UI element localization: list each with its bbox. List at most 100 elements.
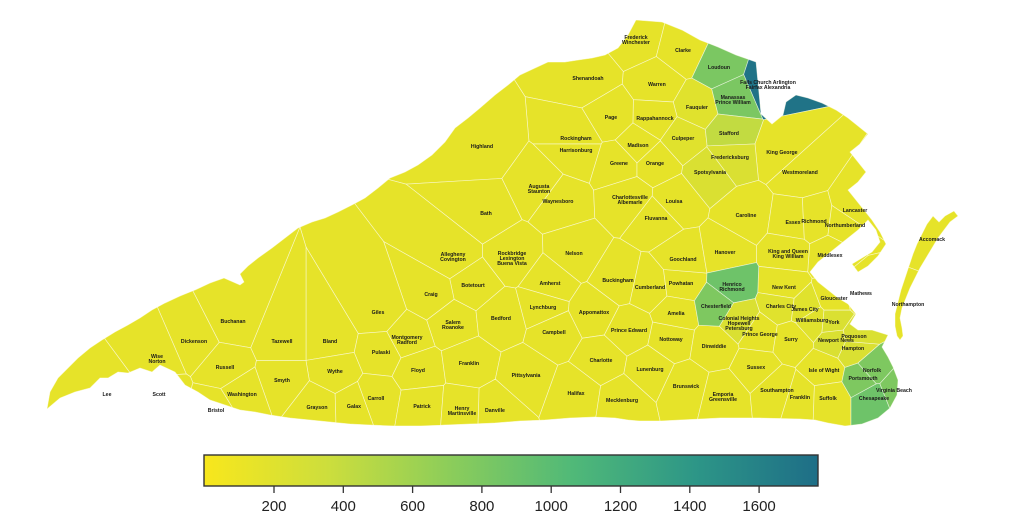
svg-text:Dickenson: Dickenson bbox=[181, 339, 207, 345]
svg-text:Chesapeake: Chesapeake bbox=[859, 396, 889, 402]
svg-text:Buckingham: Buckingham bbox=[602, 278, 634, 284]
svg-text:Craig: Craig bbox=[424, 292, 437, 298]
svg-text:James City: James City bbox=[791, 307, 819, 313]
svg-text:Lynchburg: Lynchburg bbox=[530, 305, 557, 311]
svg-text:Northampton: Northampton bbox=[892, 302, 925, 308]
svg-text:Warren: Warren bbox=[648, 82, 666, 88]
svg-text:Amelia: Amelia bbox=[667, 311, 684, 317]
svg-text:Waynesboro: Waynesboro bbox=[543, 199, 574, 205]
svg-text:Washington: Washington bbox=[227, 392, 257, 398]
svg-text:Giles: Giles bbox=[372, 310, 385, 316]
svg-text:Suffolk: Suffolk bbox=[819, 396, 837, 402]
svg-text:Chesterfield: Chesterfield bbox=[701, 304, 731, 310]
svg-text:Nottoway: Nottoway bbox=[659, 337, 682, 343]
svg-text:Gloucester: Gloucester bbox=[820, 296, 847, 302]
svg-text:Pittsylvania: Pittsylvania bbox=[512, 373, 541, 379]
svg-text:Stafford: Stafford bbox=[719, 131, 739, 137]
svg-text:Scott: Scott bbox=[153, 392, 166, 398]
svg-text:Shenandoah: Shenandoah bbox=[572, 76, 603, 82]
svg-text:Mathews: Mathews bbox=[850, 291, 872, 297]
svg-text:Northumberland: Northumberland bbox=[825, 223, 865, 229]
svg-text:Lee: Lee bbox=[103, 392, 112, 398]
svg-text:Amherst: Amherst bbox=[539, 281, 560, 287]
svg-text:Virginia Beach: Virginia Beach bbox=[876, 388, 912, 394]
svg-text:Cumberland: Cumberland bbox=[635, 285, 665, 291]
svg-text:1400: 1400 bbox=[673, 498, 706, 514]
svg-text:Portsmouth: Portsmouth bbox=[848, 376, 877, 382]
svg-text:Botetourt: Botetourt bbox=[461, 283, 485, 289]
svg-text:Carroll: Carroll bbox=[368, 396, 385, 402]
svg-text:Franklin: Franklin bbox=[790, 395, 810, 401]
svg-text:Wythe: Wythe bbox=[327, 369, 343, 375]
svg-text:Norfolk: Norfolk bbox=[863, 368, 881, 374]
svg-text:Bath: Bath bbox=[480, 211, 492, 217]
svg-text:Buchanan: Buchanan bbox=[220, 319, 245, 325]
svg-text:York: York bbox=[828, 320, 839, 326]
svg-text:Poquoson: Poquoson bbox=[841, 334, 866, 340]
svg-text:Bland: Bland bbox=[323, 339, 337, 345]
svg-text:Danville: Danville bbox=[485, 408, 505, 414]
svg-text:Orange: Orange bbox=[646, 161, 664, 167]
svg-text:200: 200 bbox=[261, 498, 286, 514]
svg-text:Southampton: Southampton bbox=[760, 388, 793, 394]
svg-text:Loudoun: Loudoun bbox=[708, 65, 730, 71]
svg-text:King George: King George bbox=[766, 150, 797, 156]
svg-text:Galax: Galax bbox=[347, 404, 361, 410]
svg-text:Smyth: Smyth bbox=[274, 378, 290, 384]
svg-text:Madison: Madison bbox=[627, 143, 648, 149]
svg-text:Fauquier: Fauquier bbox=[686, 105, 708, 111]
svg-text:AugustaStaunton: Augusta Staunton bbox=[528, 184, 550, 195]
svg-text:Appomattox: Appomattox bbox=[579, 310, 609, 316]
svg-text:Page: Page bbox=[605, 115, 618, 121]
svg-text:Pulaski: Pulaski bbox=[372, 350, 391, 356]
svg-text:Middlesex: Middlesex bbox=[817, 253, 842, 259]
svg-text:Surry: Surry bbox=[784, 337, 798, 343]
svg-text:1200: 1200 bbox=[604, 498, 637, 514]
svg-text:Bristol: Bristol bbox=[208, 408, 225, 414]
svg-text:Rappahannock: Rappahannock bbox=[636, 116, 673, 122]
svg-text:Nelson: Nelson bbox=[565, 251, 582, 257]
svg-text:Mecklenburg: Mecklenburg bbox=[606, 398, 638, 404]
svg-text:Russell: Russell bbox=[216, 365, 235, 371]
svg-text:Fluvanna: Fluvanna bbox=[645, 216, 668, 222]
svg-text:Floyd: Floyd bbox=[411, 368, 425, 374]
svg-text:Franklin: Franklin bbox=[459, 361, 479, 367]
svg-text:Campbell: Campbell bbox=[542, 330, 566, 336]
svg-text:Powhatan: Powhatan bbox=[669, 281, 694, 287]
svg-text:Charlotte: Charlotte bbox=[590, 358, 613, 364]
svg-text:Prince Edward: Prince Edward bbox=[611, 328, 647, 334]
svg-text:Bedford: Bedford bbox=[491, 316, 511, 322]
svg-text:Brunswick: Brunswick bbox=[673, 384, 699, 390]
svg-text:New Kent: New Kent bbox=[772, 285, 796, 291]
svg-text:Williamsburg: Williamsburg bbox=[796, 318, 829, 324]
svg-text:Louisa: Louisa bbox=[666, 199, 683, 205]
svg-text:Culpeper: Culpeper bbox=[672, 136, 694, 142]
svg-text:Tazewell: Tazewell bbox=[272, 339, 294, 345]
svg-text:Westmoreland: Westmoreland bbox=[782, 170, 818, 176]
svg-text:Accomack: Accomack bbox=[919, 237, 945, 243]
svg-text:Caroline: Caroline bbox=[736, 213, 757, 219]
svg-text:Prince George: Prince George bbox=[742, 332, 778, 338]
svg-text:Isle of Wight: Isle of Wight bbox=[809, 368, 840, 374]
svg-text:Halifax: Halifax bbox=[567, 391, 584, 397]
svg-text:800: 800 bbox=[469, 498, 494, 514]
svg-text:Highland: Highland bbox=[471, 144, 493, 150]
svg-text:400: 400 bbox=[331, 498, 356, 514]
svg-text:Clarke: Clarke bbox=[675, 48, 691, 54]
svg-text:Hanover: Hanover bbox=[715, 250, 736, 256]
svg-text:Hampton: Hampton bbox=[842, 346, 864, 352]
svg-text:Rockingham: Rockingham bbox=[560, 136, 592, 142]
svg-text:1000: 1000 bbox=[535, 498, 568, 514]
svg-text:Grayson: Grayson bbox=[306, 405, 327, 411]
svg-text:Greene: Greene bbox=[610, 161, 628, 167]
svg-text:1600: 1600 bbox=[742, 498, 775, 514]
svg-text:Harrisonburg: Harrisonburg bbox=[560, 148, 593, 154]
svg-text:Patrick: Patrick bbox=[413, 404, 430, 410]
svg-text:Spotsylvania: Spotsylvania bbox=[694, 170, 726, 176]
